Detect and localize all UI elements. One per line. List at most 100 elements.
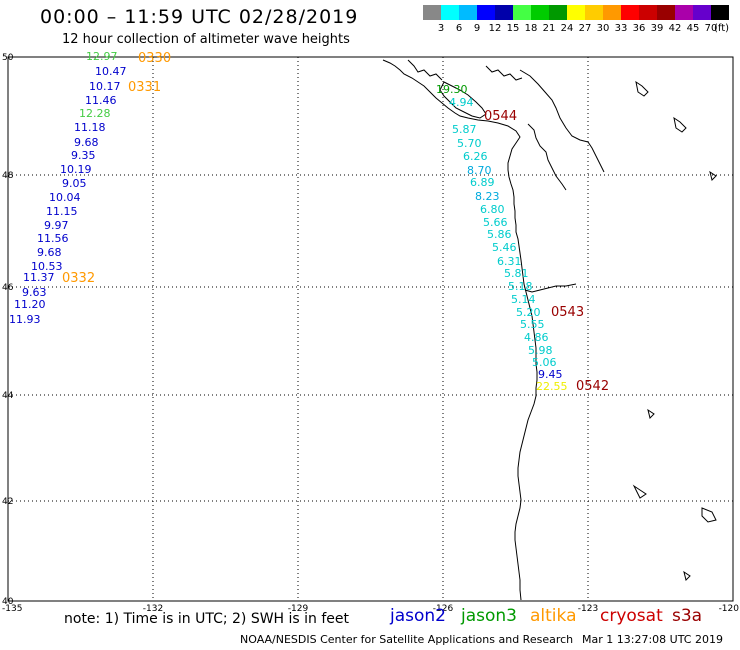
x-tick-label: -126 [433,604,454,614]
swh-label-coastal: 5.66 [483,216,508,229]
legend-altika: altika [530,606,577,626]
swh-label-coastal: 9.45 [538,368,563,381]
color-legend-unit: (ft) [714,23,730,34]
pass-id-label: 0544 [484,109,517,124]
swh-label-offshore: 9.63 [22,286,47,299]
color-legend-swatch [549,5,567,20]
swh-label-coastal: 5.18 [508,280,533,293]
color-legend-swatch [477,5,495,20]
color-legend-tick: 3 [437,23,445,34]
swh-label-coastal: 5.46 [492,241,517,254]
color-legend-swatch [585,5,603,20]
color-legend-tick: 30 [596,23,610,34]
swh-label-offshore: 10.47 [95,65,127,78]
island-5 [647,408,655,419]
color-legend-swatch [711,5,729,20]
swh-label-offshore: 10.17 [89,80,121,93]
lat-lon-grid [7,56,734,602]
swh-label-offshore: 11.18 [74,121,106,134]
axis-tick-labels: -135 -132 -129 -126 -123 -120 50 48 46 44 42 40 [2,53,739,614]
x-tick-label: -123 [578,604,598,614]
legend-s3a: s3a [672,606,703,626]
note-text: note: 1) Time is in UTC; 2) SWH is in fe… [64,611,350,627]
swh-label-coastal: 5.70 [457,137,482,150]
pass-id-label: 0330 [138,51,171,66]
map-frame [7,56,734,602]
swh-label-offshore: 9.35 [71,149,96,162]
island-6 [683,570,691,581]
color-legend-tick: 39 [650,23,664,34]
color-legend-swatch [441,5,459,20]
color-legend-swatch [639,5,657,20]
color-legend-tick: 12 [488,23,502,34]
color-legend-tick: 45 [686,23,700,34]
legend-cryosat: cryosat [600,606,663,626]
coastline-inland-waters [519,69,605,173]
color-legend-swatch [513,5,531,20]
color-legend-tick: 27 [578,23,592,34]
swh-label-offshore: 9.68 [74,136,99,149]
y-tick-label: 50 [2,53,14,63]
color-legend-tick: 21 [542,23,556,34]
swh-label-coastal: 6.26 [463,150,488,163]
swh-label-coastal: 19.30 [436,83,468,96]
pass-id-label: 0542 [576,379,609,394]
swh-label-coastal: 4.94 [449,96,474,109]
wave-height-tracks: 12.9710.4710.1711.4612.2811.189.689.3510… [9,50,609,394]
swh-label-coastal: 5.81 [504,267,529,280]
coastline-columbia [524,283,577,293]
color-legend-swatch [603,5,621,20]
island-7 [709,170,717,181]
pass-id-label: 0543 [551,305,584,320]
swh-label-offshore: 10.04 [49,191,81,204]
coastline-bc-fjords [407,59,523,81]
color-legend-swatch [423,5,441,20]
color-legend-swatch [621,5,639,20]
color-legend-swatch [495,5,513,20]
swh-label-coastal: 6.31 [497,255,522,268]
coastline-mainland [382,59,538,601]
x-tick-label: -135 [2,604,22,614]
island-1 [673,116,687,133]
x-tick-label: -120 [719,604,740,614]
island-2 [635,80,649,97]
swh-label-coastal: 5.98 [528,344,553,357]
swh-label-offshore: 9.05 [62,177,87,190]
swh-label-offshore: 11.15 [46,205,78,218]
swh-label-offshore: 11.46 [85,94,117,107]
map-title: 00:00 – 11:59 UTC 02/28/2019 [40,6,359,28]
island-3 [701,507,717,523]
color-legend-swatch [531,5,549,20]
swh-label-offshore: 12.28 [79,107,111,120]
map-subtitle: 12 hour collection of altimeter wave hei… [62,32,350,47]
legend-jason2: jason2 [390,606,446,626]
swh-label-coastal: 8.23 [475,190,500,203]
coastline-vancouver-island [439,81,487,119]
footer-timestamp: Mar 1 13:27:08 UTC 2019 [582,633,723,646]
color-legend-swatch [459,5,477,20]
y-tick-label: 44 [2,391,14,401]
color-legend-tick: 18 [524,23,538,34]
color-legend-swatch [693,5,711,20]
island-4 [632,484,647,499]
color-legend-tick: 24 [560,23,574,34]
swh-label-offshore: 9.68 [37,246,62,259]
swh-label-coastal: 6.89 [470,176,495,189]
swh-label-coastal: 4.86 [524,331,549,344]
swh-label-coastal: 8.70 [467,164,492,177]
swh-label-coastal: 5.55 [520,318,545,331]
x-tick-label: -129 [288,604,309,614]
swh-label-coastal: 5.06 [532,356,557,369]
color-legend-tick: 42 [668,23,682,34]
y-tick-label: 46 [2,283,14,293]
swh-label-coastal: 5.20 [516,306,541,319]
pass-id-label: 0332 [62,271,95,286]
color-legend-tick: 9 [473,23,481,34]
color-legend-swatch [657,5,675,20]
swh-label-offshore: 12.97 [86,50,118,63]
swh-label-coastal: 5.14 [511,293,536,306]
color-legend-tick: 70 [704,23,718,34]
swh-label-coastal: 5.87 [452,123,477,136]
legend-jason3: jason3 [461,606,517,626]
